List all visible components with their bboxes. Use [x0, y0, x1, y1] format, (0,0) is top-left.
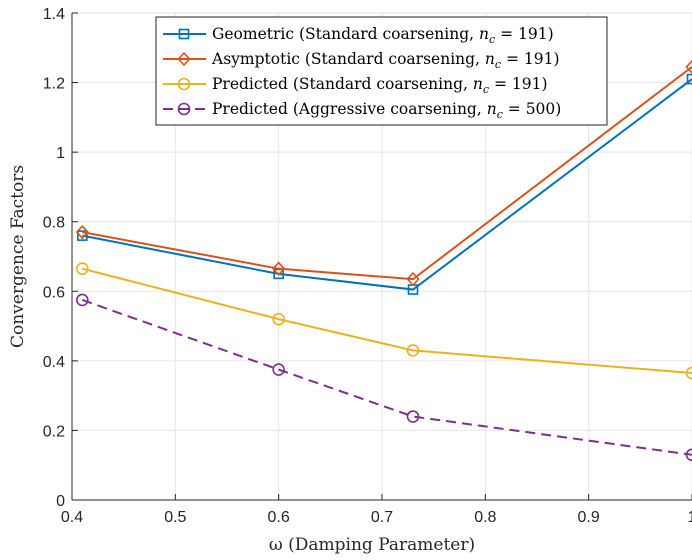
legend-marker: [178, 28, 190, 40]
y-tick-label: 0.4: [43, 354, 65, 371]
data-point: [76, 262, 89, 275]
y-tick-label: 0.8: [43, 215, 65, 232]
y-tick-label: 0: [56, 493, 65, 510]
series-3: [76, 262, 692, 380]
x-tick-label: 0.6: [268, 509, 290, 526]
legend-marker: [177, 102, 191, 116]
series-line: [82, 66, 692, 281]
legend-box: [155, 16, 608, 126]
y-tick-label: 1: [56, 145, 65, 162]
legend-label: Asymptotic (Standard coarsening, nc = 19…: [211, 50, 560, 71]
legend-item: Predicted (Standard coarsening, nc = 191…: [163, 75, 548, 96]
x-tick-label: 0.9: [578, 509, 600, 526]
y-axis-label: Convergence Factors: [8, 165, 28, 348]
y-tick-label: 0.2: [43, 423, 65, 440]
legend-label: Predicted (Aggressive coarsening, nc = 5…: [212, 100, 561, 121]
series-4: [76, 293, 692, 462]
legend-item: Asymptotic (Standard coarsening, nc = 19…: [163, 50, 560, 71]
data-point: [76, 293, 89, 307]
series-line: [82, 267, 692, 375]
data-point: [686, 73, 692, 85]
data-point: [272, 363, 285, 376]
legend-label: Predicted (Standard coarsening, nc = 191…: [212, 75, 548, 96]
series-2: [75, 59, 692, 287]
data-point: [272, 261, 286, 276]
data-point: [75, 224, 89, 240]
axes: 0.4 0.5 0.6 0.7 0.8 0.9 1 0 0.2 0.4 0.6 0.8 1 1.2 1.4: [43, 6, 692, 526]
data-point: [685, 448, 692, 462]
x-tick-label: 0.4: [61, 509, 83, 526]
data-point: [406, 344, 420, 357]
y-tick-label: 1.2: [43, 76, 65, 93]
legend-item: Geometric (Standard coarsening, nc = 191…: [163, 25, 554, 46]
legend-marker: [177, 51, 191, 67]
x-tick-label: 1: [688, 509, 692, 526]
x-tick-label: 0.8: [474, 509, 496, 526]
data-point: [77, 230, 88, 241]
x-tick-label: 0.5: [164, 509, 186, 526]
data-point: [406, 410, 420, 423]
legend: Geometric (Standard coarsening, nc = 191…: [155, 16, 608, 126]
series-line: [81, 299, 692, 456]
series-line: [82, 78, 692, 291]
y-tick-label: 1.4: [43, 6, 65, 23]
x-tick-label: 0.7: [371, 509, 393, 526]
data-point: [406, 271, 420, 287]
data-point: [685, 59, 692, 75]
x-axis-label: ω (Damping Parameter): [269, 535, 475, 555]
series-layer: [75, 59, 692, 462]
legend-item: Predicted (Aggressive coarsening, nc = 5…: [163, 100, 561, 121]
data-point: [685, 366, 692, 380]
y-tick-label: 0.6: [43, 284, 65, 301]
legend-marker: [177, 77, 191, 91]
legend-label: Geometric (Standard coarsening, nc = 191…: [212, 25, 554, 46]
data-point: [272, 312, 285, 326]
